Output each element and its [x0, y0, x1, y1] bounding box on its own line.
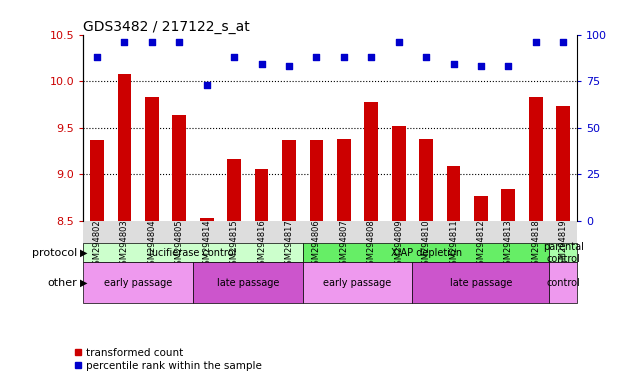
- Point: [147, 39, 157, 45]
- Text: ▶: ▶: [80, 278, 88, 288]
- Text: parental
control: parental control: [543, 242, 583, 264]
- Bar: [310, 140, 323, 221]
- Bar: [303, 243, 549, 262]
- Text: late passage: late passage: [217, 278, 279, 288]
- Bar: [549, 243, 577, 262]
- Point: [366, 54, 376, 60]
- Bar: [529, 97, 543, 221]
- Bar: [83, 243, 303, 262]
- Point: [229, 54, 239, 60]
- Text: protocol: protocol: [31, 248, 77, 258]
- Bar: [303, 262, 412, 303]
- Text: control: control: [546, 278, 580, 288]
- Bar: [282, 140, 296, 221]
- Legend: transformed count, percentile rank within the sample: transformed count, percentile rank withi…: [69, 344, 266, 375]
- Point: [256, 61, 267, 68]
- Bar: [474, 197, 488, 221]
- Text: early passage: early passage: [104, 278, 172, 288]
- Bar: [145, 97, 159, 221]
- Point: [312, 54, 322, 60]
- Point: [284, 63, 294, 69]
- Bar: [549, 262, 577, 303]
- Point: [92, 54, 102, 60]
- Bar: [200, 218, 213, 221]
- Bar: [172, 114, 186, 221]
- Text: other: other: [47, 278, 77, 288]
- Point: [476, 63, 486, 69]
- Bar: [254, 169, 269, 221]
- Bar: [556, 106, 570, 221]
- Point: [503, 63, 513, 69]
- Bar: [419, 139, 433, 221]
- Bar: [447, 166, 460, 221]
- Point: [531, 39, 541, 45]
- Text: ▶: ▶: [80, 248, 88, 258]
- Bar: [90, 140, 104, 221]
- Point: [421, 54, 431, 60]
- Bar: [83, 262, 193, 303]
- Bar: [501, 189, 515, 221]
- Text: early passage: early passage: [324, 278, 392, 288]
- Point: [119, 39, 129, 45]
- Text: lucifierase control: lucifierase control: [149, 248, 237, 258]
- Point: [558, 39, 569, 45]
- Bar: [412, 262, 549, 303]
- Text: GDS3482 / 217122_s_at: GDS3482 / 217122_s_at: [83, 20, 250, 33]
- Bar: [193, 262, 303, 303]
- Text: late passage: late passage: [450, 278, 512, 288]
- Point: [338, 54, 349, 60]
- Text: XIAP depletion: XIAP depletion: [390, 248, 462, 258]
- Bar: [392, 126, 406, 221]
- Point: [201, 82, 212, 88]
- Point: [394, 39, 404, 45]
- Point: [448, 61, 458, 68]
- Bar: [117, 74, 131, 221]
- Bar: [228, 159, 241, 221]
- Point: [174, 39, 185, 45]
- Bar: [364, 101, 378, 221]
- Bar: [337, 139, 351, 221]
